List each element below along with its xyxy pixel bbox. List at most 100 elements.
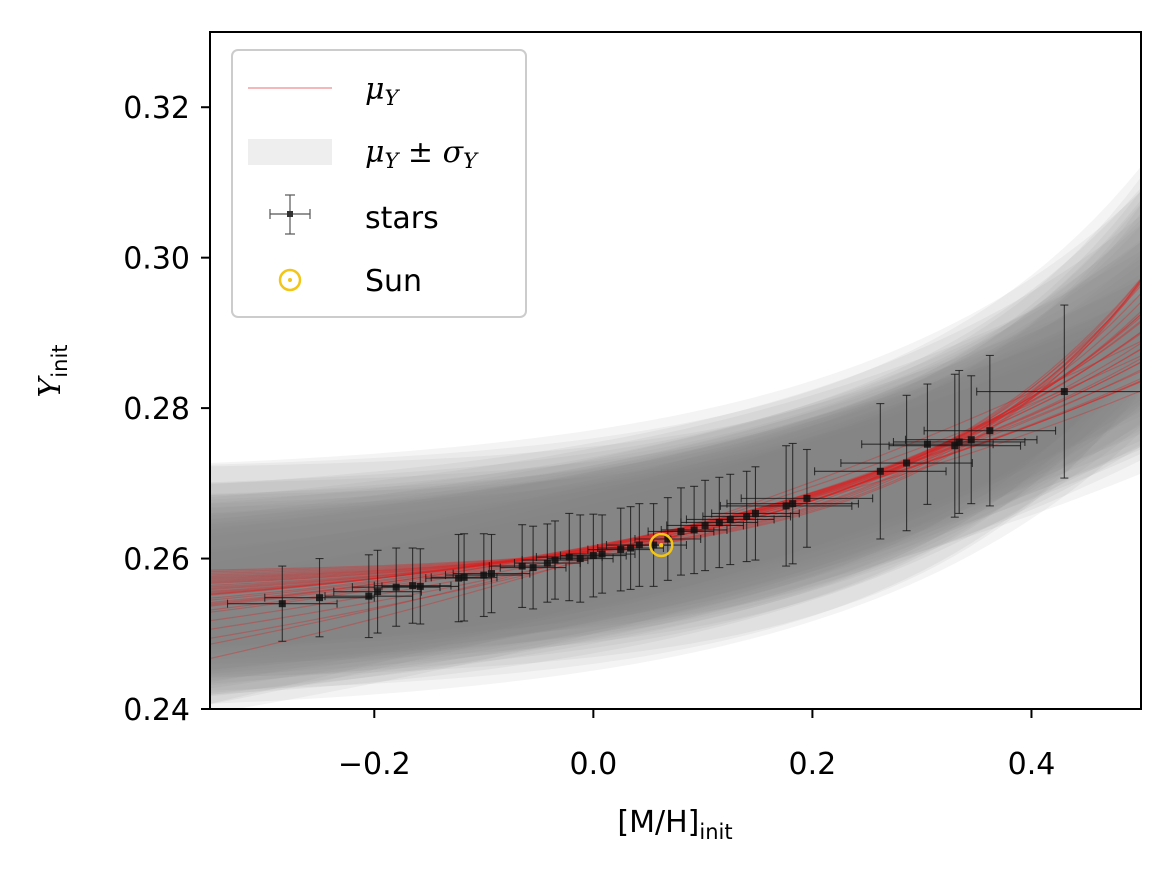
y-axis-label: Yinit — [33, 344, 72, 397]
star-point — [680, 476, 759, 569]
sigma-band — [210, 219, 1141, 666]
sigma-band — [210, 212, 1141, 643]
sigma-band — [210, 295, 1141, 705]
mu-curve — [210, 279, 1141, 571]
legend-sun-swatch — [278, 268, 302, 292]
legend-label-mu: μY — [365, 72, 401, 110]
y-tick-label: 0.26 — [123, 543, 190, 578]
star-point — [351, 547, 441, 627]
plot-area — [210, 166, 1141, 709]
mu-curve — [210, 278, 1141, 580]
star-point — [840, 394, 973, 532]
sigma-band — [210, 296, 1141, 709]
mu-curve — [210, 342, 1141, 595]
mu-curve — [210, 311, 1141, 584]
y-tick-label: 0.30 — [123, 242, 190, 277]
mu-curve — [210, 280, 1141, 576]
sigma-band — [210, 191, 1141, 704]
star-point — [444, 533, 523, 618]
star-point — [620, 503, 688, 587]
sigma-band — [210, 279, 1141, 697]
star-point — [888, 373, 1022, 518]
star-point — [634, 497, 702, 581]
sigma-band — [210, 239, 1141, 674]
legend-label-mu-sigma: μY ± σY — [365, 135, 479, 173]
legend-box — [231, 49, 527, 318]
mu-curve — [210, 390, 1141, 613]
legend-errorbar-swatch — [269, 194, 311, 235]
mu-curve — [210, 313, 1141, 586]
star-points — [226, 304, 1141, 642]
y-tick-label: 0.32 — [123, 91, 190, 126]
sigma-band — [210, 254, 1141, 648]
mu-curve — [210, 280, 1141, 574]
x-tick-label: 0.4 — [1008, 747, 1056, 782]
star-point — [568, 514, 636, 594]
star-point — [814, 403, 947, 540]
sun-ring — [649, 532, 674, 558]
mu-curve — [210, 279, 1141, 579]
sigma-bands — [210, 166, 1141, 709]
sigma-band — [210, 264, 1141, 660]
mu-curve — [210, 333, 1141, 595]
star-point — [373, 547, 452, 624]
sigma-band — [210, 306, 1141, 653]
mu-curve — [210, 316, 1141, 589]
x-tick-label: 0.2 — [789, 747, 837, 782]
sigma-band — [210, 204, 1141, 646]
legend-label-stars: stars — [365, 201, 439, 236]
star-point — [923, 354, 1057, 507]
sigma-band — [210, 190, 1141, 664]
legend: μY μY ± σY stars Sun — [231, 49, 527, 318]
sigma-band — [210, 225, 1141, 650]
mu-curve — [210, 370, 1141, 639]
x-tick-label: 0.0 — [569, 747, 617, 782]
mu-curve — [210, 348, 1141, 596]
sigma-band — [210, 296, 1141, 704]
sigma-band — [210, 283, 1141, 655]
sun-marker — [649, 532, 674, 558]
mu-curve — [210, 285, 1141, 581]
sigma-band — [210, 274, 1141, 674]
sigma-band — [210, 224, 1141, 676]
sigma-band — [210, 177, 1141, 678]
plot-frame — [209, 31, 1142, 710]
star-point — [226, 565, 338, 642]
sigma-band — [210, 279, 1141, 686]
sun-dot — [659, 542, 664, 548]
legend-label-sun: Sun — [365, 264, 422, 299]
sigma-band — [210, 166, 1141, 691]
sigma-band — [210, 251, 1141, 693]
star-point — [904, 375, 1038, 505]
mu-curve — [210, 301, 1141, 583]
sigma-band — [210, 241, 1141, 664]
mu-curve — [210, 361, 1141, 605]
star-point — [647, 487, 715, 576]
sigma-band — [210, 258, 1141, 670]
sigma-band — [210, 199, 1141, 660]
sigma-band — [210, 328, 1141, 682]
star-point — [559, 513, 627, 598]
star-point — [726, 442, 859, 565]
star-point — [719, 445, 853, 567]
star-point — [685, 473, 775, 566]
mu-curve — [210, 314, 1141, 588]
y-tick-label: 0.24 — [123, 693, 190, 728]
star-point — [702, 470, 792, 563]
star-point — [711, 466, 800, 561]
sigma-band — [210, 320, 1141, 671]
x-axis-ticks: −0.2 0.0 0.2 0.4 — [338, 709, 1055, 782]
sigma-band — [210, 187, 1141, 678]
sigma-band — [210, 203, 1141, 655]
star-point — [740, 448, 874, 548]
sigma-band — [210, 242, 1141, 684]
mu-curve — [210, 348, 1141, 599]
star-point — [976, 304, 1141, 479]
legend-band-swatch — [248, 139, 332, 165]
y-tick-label: 0.28 — [123, 392, 190, 427]
sigma-band — [210, 215, 1141, 695]
star-point — [660, 485, 728, 575]
x-tick-label: −0.2 — [338, 747, 411, 782]
